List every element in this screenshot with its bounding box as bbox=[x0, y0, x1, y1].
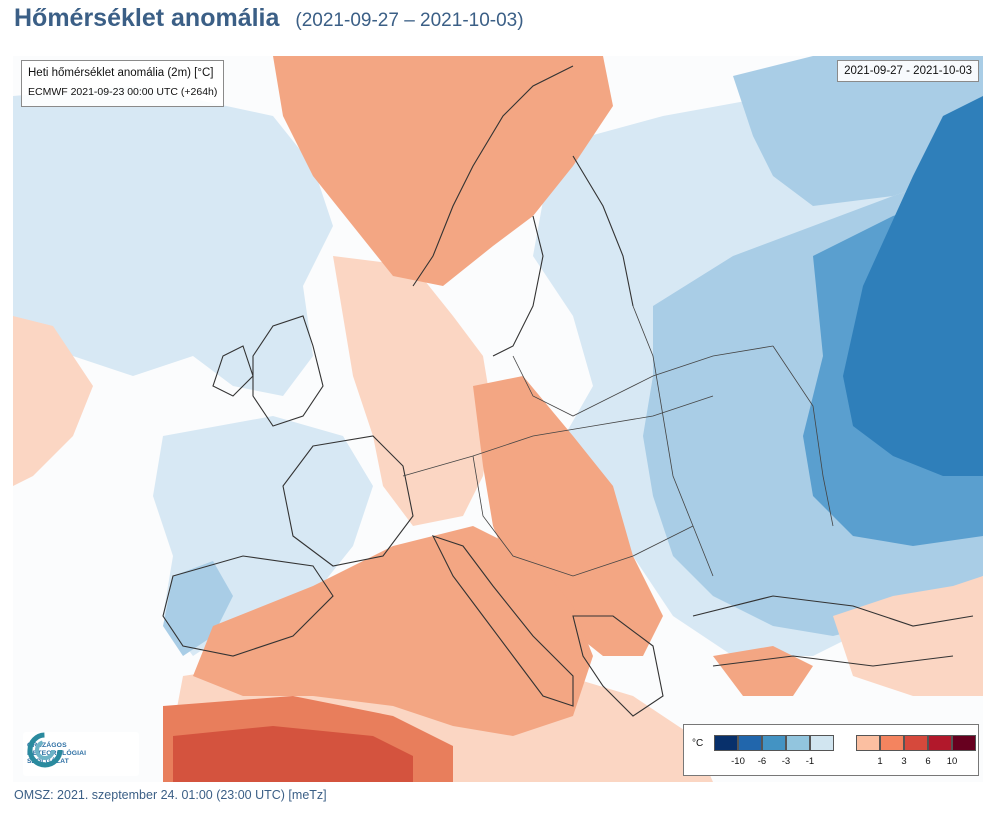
map-info-box: Heti hőmérséklet anomália (2m) [°C] ECMW… bbox=[21, 60, 225, 107]
map-info-title: Heti hőmérséklet anomália (2m) [°C] bbox=[28, 67, 214, 79]
legend-swatch-cold-2 bbox=[762, 735, 786, 751]
border-line-5 bbox=[772, 345, 834, 527]
legend-tick-cold-3: -1 bbox=[805, 756, 815, 767]
omsz-emblem-icon bbox=[27, 732, 63, 768]
border-line-2 bbox=[472, 455, 694, 577]
legend-tick-warm-1: 3 bbox=[901, 756, 907, 767]
anomaly-warm-strong-north-africa bbox=[173, 726, 413, 782]
legend-tick-warm-2: 6 bbox=[925, 756, 931, 767]
legend-swatch-warm-3 bbox=[928, 735, 952, 751]
anomaly-warm-faint-west bbox=[13, 316, 93, 486]
anomaly-warm-light-med bbox=[193, 526, 593, 736]
ireland-coast bbox=[212, 345, 254, 397]
map-info-model: ECMWF 2021-09-23 00:00 UTC (+264h) bbox=[28, 86, 218, 98]
finland-coast bbox=[572, 155, 634, 307]
balkans-coast bbox=[572, 615, 664, 717]
legend-tick-cold-0: -10 bbox=[731, 756, 745, 767]
footer-source: OMSZ: 2021. szeptember 24. 01:00 (23:00 … bbox=[14, 788, 327, 802]
anomaly-warm-light-scandinavia bbox=[273, 56, 613, 286]
italy-coast bbox=[431, 535, 574, 707]
color-legend: °C -10 -6 -3 -1 1 3 6 10 bbox=[683, 724, 979, 776]
legend-swatch-cold-4 bbox=[810, 735, 834, 751]
border-line-1 bbox=[402, 395, 714, 477]
legend-swatch-warm-0 bbox=[856, 735, 880, 751]
turkey-coast bbox=[712, 655, 954, 667]
border-line-3 bbox=[512, 345, 774, 417]
anomaly-warm-faint-central bbox=[333, 256, 493, 526]
norway-coast bbox=[412, 65, 574, 287]
anomaly-map: Heti hőmérséklet anomália (2m) [°C] ECMW… bbox=[13, 56, 983, 782]
legend-tick-cold-1: -6 bbox=[757, 756, 767, 767]
legend-swatch-cold-0 bbox=[714, 735, 738, 751]
black-sea-coast bbox=[692, 595, 974, 627]
legend-tick-warm-3: 10 bbox=[946, 756, 958, 767]
country-borders bbox=[402, 305, 834, 577]
france-coast bbox=[282, 435, 414, 567]
page-header: Hőmérséklet anomália (2021-09-27 – 2021-… bbox=[14, 4, 524, 40]
legend-tick-warm-0: 1 bbox=[877, 756, 883, 767]
legend-unit: °C bbox=[692, 738, 704, 749]
legend-swatch-cold-1 bbox=[738, 735, 762, 751]
coastlines bbox=[162, 65, 974, 717]
omsz-name: ORSZÁGOS METEOROLÓGIAI SZOLGÁLAT bbox=[27, 742, 87, 765]
sweden-coast bbox=[492, 215, 544, 357]
anomaly-warm-light-central bbox=[473, 376, 663, 656]
anomaly-warm-light-turkey bbox=[713, 646, 813, 696]
legend-swatch-warm-1 bbox=[880, 735, 904, 751]
anomaly-cold-strong-east bbox=[843, 96, 983, 476]
date-range: (2021-09-27 – 2021-10-03) bbox=[295, 10, 524, 31]
legend-tick-cold-2: -3 bbox=[781, 756, 791, 767]
anomaly-cold-faint-atlantic bbox=[13, 86, 333, 396]
britain-coast bbox=[252, 315, 324, 427]
legend-swatch-warm-4 bbox=[952, 735, 976, 751]
legend-swatch-cold-3 bbox=[786, 735, 810, 751]
iberia-coast bbox=[162, 555, 334, 657]
map-canvas bbox=[13, 56, 983, 782]
legend-swatch-warm-2 bbox=[904, 735, 928, 751]
page-title: Hőmérséklet anomália bbox=[14, 4, 280, 32]
anomaly-cold-light-iberia bbox=[163, 561, 233, 656]
border-line-4 bbox=[632, 305, 714, 577]
omsz-logo: ORSZÁGOS METEOROLÓGIAI SZOLGÁLAT bbox=[23, 732, 139, 776]
map-period-box: 2021-09-27 - 2021-10-03 bbox=[837, 60, 979, 82]
